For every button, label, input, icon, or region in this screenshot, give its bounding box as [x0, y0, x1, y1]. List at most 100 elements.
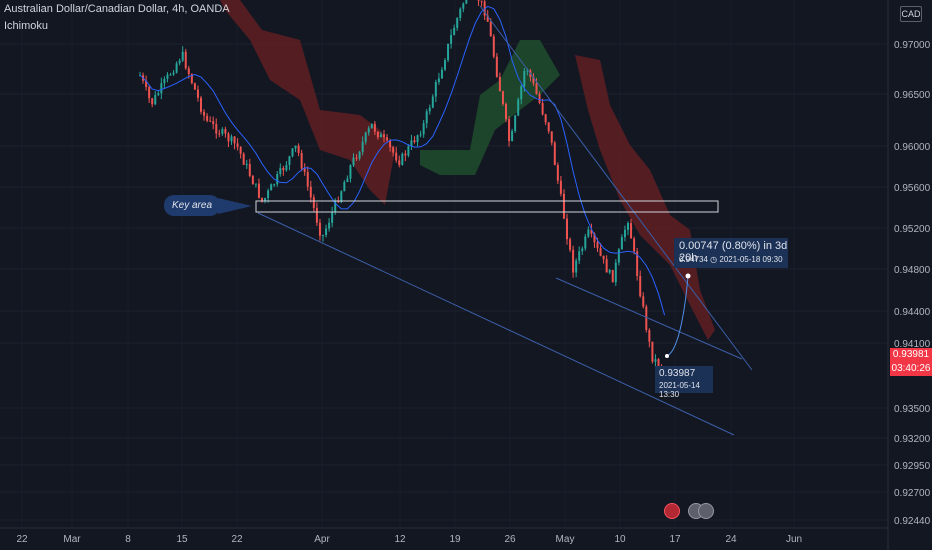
candle-body-53 — [300, 152, 303, 169]
candle-body-90 — [413, 140, 416, 143]
candle-body-14 — [181, 51, 184, 61]
candle-body-101 — [447, 43, 450, 61]
candle-body-161 — [630, 223, 633, 239]
candle-body-121 — [508, 119, 511, 142]
candle-body-20 — [200, 97, 202, 112]
candle-body-151 — [599, 248, 602, 256]
candle-body-139 — [562, 193, 565, 219]
candle-body-69 — [349, 165, 352, 179]
callout-pointer — [218, 198, 252, 214]
candle-body-19 — [196, 89, 199, 98]
candle-body-47 — [282, 167, 285, 171]
candle-body-123 — [514, 115, 517, 131]
time-axis[interactable]: 22 Mar 8 15 22 Apr 12 19 26 May 10 17 24 Jun — [16, 534, 802, 545]
measure-label[interactable]: 0.00747 (0.80%) in 3d 20h 0.94734 ◷ 2021… — [674, 238, 788, 268]
candle-body-97 — [434, 82, 437, 97]
candle-body-3 — [148, 87, 151, 99]
candle-body-114 — [486, 15, 489, 22]
candle-body-13 — [178, 60, 181, 64]
candle-body-57 — [312, 197, 315, 208]
candle-body-80 — [383, 134, 385, 138]
x-tick-label-2: 8 — [125, 534, 131, 545]
candle-body-56 — [309, 186, 312, 198]
candle-body-35 — [245, 164, 248, 166]
candle-body-12 — [175, 63, 178, 73]
candle-body-140 — [566, 218, 568, 240]
candle-body-107 — [465, 0, 468, 4]
chart-title: Australian Dollar/Canadian Dollar, 4h, O… — [4, 3, 230, 15]
candle-body-148 — [590, 229, 593, 234]
candle-body-5 — [154, 95, 157, 105]
candle-body-147 — [587, 229, 590, 237]
candle-body-84 — [395, 152, 398, 161]
candle-body-4 — [151, 98, 154, 105]
candle-body-67 — [343, 181, 346, 192]
candle-body-127 — [526, 70, 529, 72]
low-price-label[interactable]: 0.93987 2021-05-14 13:30 — [655, 366, 713, 399]
currency-badge[interactable]: CAD — [900, 6, 922, 22]
x-tick-label-12: 24 — [725, 534, 737, 545]
candle-body-88 — [407, 146, 410, 156]
candle-body-45 — [276, 174, 279, 185]
measure-time: 2021-05-18 09:30 — [719, 255, 783, 264]
candle-body-62 — [328, 222, 331, 229]
candle-body-9 — [166, 74, 169, 79]
candle-body-116 — [492, 36, 495, 57]
candle-body-18 — [193, 83, 196, 90]
candle-body-76 — [370, 123, 373, 129]
candle-body-96 — [431, 96, 434, 108]
candle-body-61 — [325, 228, 328, 236]
candle-body-28 — [224, 129, 227, 134]
candle-body-138 — [559, 180, 562, 194]
candle-body-63 — [331, 212, 334, 223]
candle-body-125 — [520, 86, 523, 100]
candle-body-37 — [251, 175, 254, 185]
candle-body-43 — [270, 184, 273, 191]
candle-body-72 — [358, 151, 361, 159]
candle-body-95 — [428, 107, 431, 112]
projection-point[interactable] — [685, 273, 691, 279]
candle-body-106 — [462, 3, 465, 9]
y-tick-label-0: 0.97000 — [894, 40, 931, 51]
candle-body-10 — [169, 74, 172, 76]
key-area-box[interactable] — [255, 200, 719, 213]
candle-body-70 — [352, 157, 355, 166]
candle-body-162 — [633, 238, 636, 252]
candle-body-75 — [367, 128, 370, 133]
candle-body-98 — [437, 78, 440, 83]
price-axis[interactable]: 0.97000 0.96500 0.96000 0.95600 0.95200 0.948… — [894, 40, 931, 527]
candle-body-169 — [654, 359, 657, 362]
y-tick-label-10: 0.92950 — [894, 461, 931, 472]
candle-body-149 — [593, 233, 596, 243]
lower-trendline — [257, 212, 735, 436]
y-tick-label-2: 0.96000 — [894, 142, 931, 153]
candle-body-15 — [184, 51, 187, 69]
x-tick-label-6: 12 — [394, 534, 406, 545]
candle-body-129 — [532, 76, 535, 84]
key-area-callout[interactable]: Key area — [164, 195, 220, 216]
candle-body-135 — [550, 131, 553, 143]
news-event-icon-2[interactable] — [698, 503, 714, 519]
y-tick-label-7: 0.94100 — [894, 339, 931, 350]
y-tick-label-12: 0.92440 — [894, 516, 931, 527]
y-tick-label-4: 0.95200 — [894, 224, 931, 235]
x-tick-label-10: 10 — [614, 534, 626, 545]
candle-body-77 — [373, 123, 376, 132]
candle-body-159 — [623, 229, 626, 238]
candle-body-82 — [389, 140, 392, 148]
candle-body-155 — [611, 270, 614, 283]
candle-body-31 — [233, 136, 236, 144]
measure-detail: 0.94734 ◷ 2021-05-18 09:30 — [679, 255, 783, 264]
candle-body-78 — [376, 131, 379, 138]
indicator-label[interactable]: Ichimoku — [4, 20, 49, 32]
x-tick-label-11: 17 — [669, 534, 681, 545]
candle-body-26 — [218, 133, 221, 135]
candle-body-29 — [227, 133, 230, 142]
candle-body-64 — [334, 200, 337, 213]
cloud-segment-2 — [575, 55, 715, 340]
current-point[interactable] — [665, 354, 669, 358]
earnings-event-icon[interactable] — [664, 503, 680, 519]
candle-body-168 — [651, 341, 654, 362]
candle-body-154 — [608, 270, 611, 273]
